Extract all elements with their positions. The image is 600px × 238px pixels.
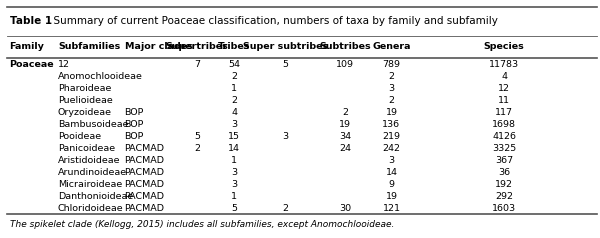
Text: 109: 109 [336, 60, 354, 69]
Text: 1698: 1698 [492, 120, 516, 129]
Text: PACMAD: PACMAD [125, 156, 164, 165]
Text: Oryzoideae: Oryzoideae [58, 108, 112, 117]
Text: 2: 2 [231, 72, 237, 81]
Text: PACMAD: PACMAD [125, 168, 164, 177]
Text: 292: 292 [495, 192, 513, 201]
Text: 19: 19 [385, 108, 397, 117]
Text: 192: 192 [495, 180, 513, 188]
Text: 2: 2 [194, 144, 200, 153]
Text: 12: 12 [498, 84, 510, 93]
Text: Pharoideae: Pharoideae [58, 84, 112, 93]
Text: 11: 11 [498, 96, 510, 105]
Text: Supertribes: Supertribes [166, 42, 228, 51]
Text: 9: 9 [388, 180, 394, 188]
Text: Danthonioideae: Danthonioideae [58, 192, 133, 201]
Text: 3: 3 [231, 180, 238, 188]
Text: 5: 5 [231, 203, 237, 213]
Text: Table 1: Table 1 [10, 16, 52, 26]
Text: Micrairoideae: Micrairoideae [58, 180, 122, 188]
Text: Genera: Genera [372, 42, 411, 51]
Text: 1603: 1603 [492, 203, 516, 213]
Text: 3: 3 [388, 84, 395, 93]
Text: 1: 1 [231, 192, 237, 201]
Text: BOP: BOP [125, 132, 144, 141]
Text: 121: 121 [382, 203, 400, 213]
Text: BOP: BOP [125, 108, 144, 117]
Text: Panicoideae: Panicoideae [58, 144, 115, 153]
Text: 7: 7 [194, 60, 200, 69]
Text: Summary of current Poaceae classification, numbers of taxa by family and subfami: Summary of current Poaceae classificatio… [47, 16, 498, 26]
Text: 4: 4 [231, 108, 237, 117]
Text: 30: 30 [339, 203, 351, 213]
Text: 2: 2 [388, 96, 394, 105]
Text: 4126: 4126 [492, 132, 516, 141]
Text: 19: 19 [339, 120, 351, 129]
Text: 14: 14 [385, 168, 397, 177]
Text: Aristidoideae: Aristidoideae [58, 156, 121, 165]
Text: 367: 367 [495, 156, 513, 165]
Text: 789: 789 [382, 60, 400, 69]
Text: 2: 2 [342, 108, 348, 117]
Text: 3: 3 [282, 132, 289, 141]
Text: 1: 1 [231, 156, 237, 165]
Text: PACMAD: PACMAD [125, 180, 164, 188]
Text: 14: 14 [228, 144, 240, 153]
Text: Family: Family [10, 42, 44, 51]
Text: Super subtribes: Super subtribes [243, 42, 328, 51]
Text: 54: 54 [228, 60, 240, 69]
Text: PACMAD: PACMAD [125, 144, 164, 153]
Text: 12: 12 [58, 60, 70, 69]
Text: Puelioideae: Puelioideae [58, 96, 113, 105]
Text: 1: 1 [231, 84, 237, 93]
Text: Subtribes: Subtribes [319, 42, 371, 51]
Text: Tribes: Tribes [218, 42, 250, 51]
Text: Species: Species [484, 42, 524, 51]
Text: 2: 2 [231, 96, 237, 105]
Text: Bambusoideae: Bambusoideae [58, 120, 128, 129]
Text: 34: 34 [339, 132, 351, 141]
Text: BOP: BOP [125, 120, 144, 129]
Text: Subfamilies: Subfamilies [58, 42, 120, 51]
Text: Major clades: Major clades [125, 42, 193, 51]
Text: 3325: 3325 [492, 144, 516, 153]
Text: The spikelet clade (Kellogg, 2015) includes all subfamilies, except Anomochlooid: The spikelet clade (Kellogg, 2015) inclu… [10, 220, 394, 229]
Text: 3: 3 [231, 168, 238, 177]
Text: PACMAD: PACMAD [125, 203, 164, 213]
Text: 4: 4 [501, 72, 507, 81]
Text: 2: 2 [282, 203, 288, 213]
Text: 11783: 11783 [489, 60, 519, 69]
Text: 136: 136 [382, 120, 401, 129]
Text: 24: 24 [339, 144, 351, 153]
Text: Chloridoideae: Chloridoideae [58, 203, 124, 213]
Text: 242: 242 [382, 144, 400, 153]
Text: 36: 36 [498, 168, 510, 177]
Text: Pooideae: Pooideae [58, 132, 101, 141]
Text: Anomochlooideae: Anomochlooideae [58, 72, 143, 81]
Text: PACMAD: PACMAD [125, 192, 164, 201]
Text: Poaceae: Poaceae [10, 60, 54, 69]
Text: 219: 219 [382, 132, 400, 141]
Text: 3: 3 [231, 120, 238, 129]
Text: 3: 3 [388, 156, 395, 165]
Text: 117: 117 [495, 108, 513, 117]
Text: 19: 19 [385, 192, 397, 201]
Text: 5: 5 [194, 132, 200, 141]
Text: 2: 2 [388, 72, 394, 81]
Text: 15: 15 [228, 132, 240, 141]
Text: Arundinoideae: Arundinoideae [58, 168, 127, 177]
Text: 5: 5 [282, 60, 288, 69]
